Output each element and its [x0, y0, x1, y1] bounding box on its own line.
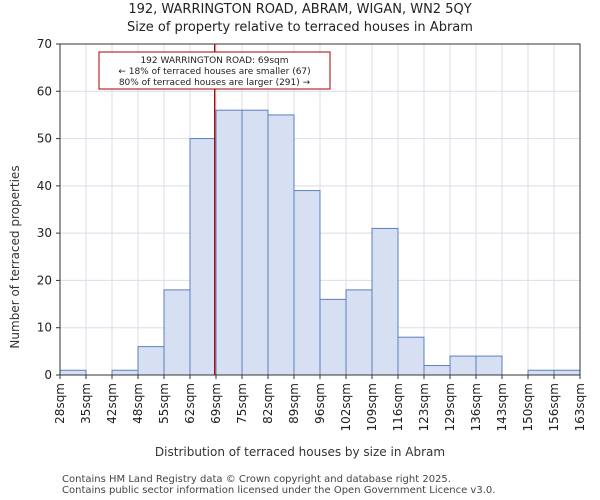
histogram-bar — [449, 355, 477, 376]
histogram-bar — [189, 138, 217, 376]
x-tick-label: 163sqm — [573, 383, 587, 431]
histogram-bar — [111, 369, 139, 376]
chart-subtitle: Size of property relative to terraced ho… — [127, 20, 473, 35]
annotation-box — [98, 51, 331, 90]
y-tick-label: 30 — [37, 226, 52, 240]
x-tick-label: 82sqm — [261, 383, 275, 424]
histogram-bar — [59, 369, 87, 376]
annotation-larger: 80% of terraced houses are larger (291) … — [119, 78, 311, 88]
x-tick-label: 96sqm — [313, 383, 327, 424]
x-tick-label: 89sqm — [287, 383, 301, 424]
y-tick-label: 40 — [37, 179, 52, 193]
x-tick-label: 116sqm — [391, 383, 405, 431]
x-tick-label: 150sqm — [521, 383, 535, 431]
x-axis-label: Distribution of terraced houses by size … — [154, 445, 446, 459]
footer-licence: Contains public sector information licen… — [62, 485, 496, 496]
x-tick-label: 28sqm — [53, 383, 67, 424]
y-tick-label: 50 — [37, 132, 52, 146]
x-tick-label: 35sqm — [79, 383, 93, 424]
histogram-bar — [371, 227, 399, 376]
x-tick-label: 75sqm — [235, 383, 249, 424]
chart-title: 192, WARRINGTON ROAD, ABRAM, WIGAN, WN2 … — [128, 2, 472, 17]
x-tick-label: 136sqm — [469, 383, 483, 431]
x-tick-label: 123sqm — [417, 383, 431, 431]
x-tick-label: 48sqm — [131, 383, 145, 424]
x-tick-label: 143sqm — [495, 383, 509, 431]
footer-copyright: Contains HM Land Registry data © Crown c… — [62, 474, 451, 485]
y-tick-label: 0 — [44, 368, 52, 382]
histogram-bar — [553, 369, 581, 376]
y-tick-label: 60 — [37, 84, 52, 98]
histogram-bar — [215, 109, 243, 376]
histogram-bar — [345, 289, 373, 376]
histogram-bar — [137, 346, 165, 376]
histogram-bar — [527, 369, 555, 376]
histogram-bar — [293, 190, 321, 376]
x-tick-label: 129sqm — [443, 383, 457, 431]
histogram-bar — [163, 289, 191, 376]
x-tick-label: 102sqm — [339, 383, 353, 431]
y-tick-label: 20 — [37, 273, 52, 287]
x-tick-label: 69sqm — [209, 383, 223, 424]
histogram-bar — [423, 365, 451, 376]
x-tick-label: 62sqm — [183, 383, 197, 424]
x-tick-label: 109sqm — [365, 383, 379, 431]
x-tick-label: 156sqm — [547, 383, 561, 431]
annotation-smaller: ← 18% of terraced houses are smaller (67… — [118, 67, 310, 77]
y-tick-label: 10 — [37, 321, 52, 335]
histogram-bar — [319, 298, 347, 376]
histogram-bar — [397, 336, 425, 376]
x-tick-label: 55sqm — [157, 383, 171, 424]
x-tick-label: 42sqm — [105, 383, 119, 424]
histogram-bar — [241, 109, 269, 376]
histogram-bar — [267, 114, 295, 376]
histogram-bar — [475, 355, 503, 376]
y-tick-label: 70 — [37, 37, 52, 51]
annotation-title: 192 WARRINGTON ROAD: 69sqm — [140, 56, 288, 66]
y-axis-label: Number of terraced properties — [8, 165, 22, 349]
